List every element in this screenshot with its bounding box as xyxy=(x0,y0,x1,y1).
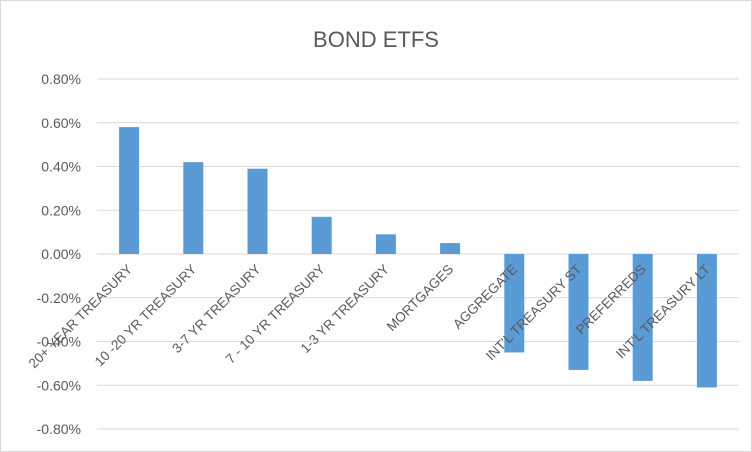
bars xyxy=(119,127,717,388)
y-tick-label: -0.60% xyxy=(37,377,81,393)
bar xyxy=(311,216,332,254)
bar xyxy=(375,234,396,254)
bar xyxy=(568,254,589,370)
bar xyxy=(119,127,140,254)
y-tick-label: 0.20% xyxy=(41,202,81,218)
y-tick-label: 0.00% xyxy=(41,246,81,262)
bar xyxy=(183,162,204,254)
bar xyxy=(632,254,653,381)
y-tick-label: 0.60% xyxy=(41,115,81,131)
y-tick-label: 0.80% xyxy=(41,71,81,87)
bar xyxy=(440,243,461,254)
category-label: 20+ YEAR TREASURY xyxy=(26,262,136,372)
gridlines xyxy=(97,78,739,430)
y-tick-label: -0.40% xyxy=(37,334,81,350)
bar xyxy=(247,168,268,254)
y-tick-label: -0.20% xyxy=(37,290,81,306)
chart-title: BOND ETFS xyxy=(313,27,439,52)
y-tick-label: -0.80% xyxy=(37,421,81,437)
y-tick-label: 0.40% xyxy=(41,159,81,175)
bar xyxy=(504,254,525,353)
bar xyxy=(696,254,717,388)
y-axis-ticks: 0.80% 0.60% 0.40% 0.20% 0.00% -0.20% -0.40% -0.… xyxy=(37,71,81,437)
